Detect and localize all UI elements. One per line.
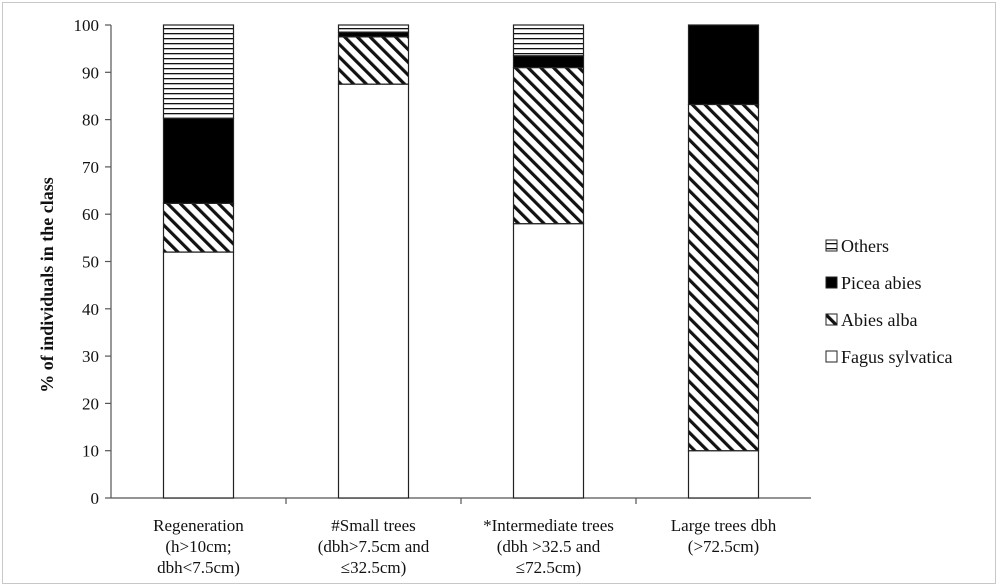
bar-segment-abies-alba [687, 103, 760, 452]
y-tick-label: 70 [82, 158, 99, 177]
y-tick-label: 30 [82, 347, 99, 366]
bar-segment-picea-abies [512, 55, 585, 69]
legend-label-fagus-sylvatica: Fagus sylvatica [841, 347, 952, 367]
legend-swatch-others [825, 239, 838, 252]
bar-segment-others [512, 24, 585, 57]
bar-segment-fagus-sylvatica [687, 450, 760, 499]
legend-label-others: Others [841, 236, 889, 256]
y-tick-label: 0 [91, 489, 100, 508]
y-tick-label: 40 [82, 300, 99, 319]
y-tick-label: 80 [82, 111, 99, 130]
bar-segment-picea-abies [687, 24, 760, 106]
bar-segment-others [337, 24, 410, 33]
legend-label-abies-alba: Abies alba [841, 310, 917, 330]
axes: 0 10 20 30 40 50 60 70 80 90 100 [74, 16, 811, 508]
x-category-label: #Small trees (dbh>7.5cm and ≤32.5cm) [318, 516, 430, 577]
bars [162, 24, 760, 499]
y-axis-label: % of individuals in the class [37, 177, 57, 393]
bar-segment-abies-alba [512, 66, 585, 225]
legend-label-picea-abies: Picea abies [841, 273, 921, 293]
bar-segment-others [162, 24, 235, 119]
bar-segment-abies-alba [162, 202, 235, 253]
legend-swatch-fagus-sylvatica [825, 350, 838, 363]
y-tick-label: 10 [82, 442, 99, 461]
x-category-label: Large trees dbh (>72.5cm) [671, 516, 777, 556]
bar-segment-fagus-sylvatica [162, 251, 235, 499]
bar-segment-fagus-sylvatica [512, 223, 585, 499]
y-tick-label: 20 [82, 394, 99, 413]
bar-segment-abies-alba [337, 36, 410, 85]
x-category-label: Regeneration (h>10cm; dbh<7.5cm) [153, 516, 244, 577]
category-labels: Regeneration (h>10cm; dbh<7.5cm) #Small tre… [153, 516, 777, 577]
bar-segment-fagus-sylvatica [337, 83, 410, 499]
bar-segment-picea-abies [162, 117, 235, 204]
legend-swatch-picea-abies [825, 276, 838, 289]
y-tick-label: 60 [82, 205, 99, 224]
stacked-bar-chart: 0 10 20 30 40 50 60 70 80 90 100 Regeneration (h>10… [37, 16, 952, 577]
legend: Others Picea abies Abies alba Fagus sylvati… [825, 236, 952, 367]
y-tick-label: 50 [82, 253, 99, 272]
bar-segment-picea-abies [337, 31, 410, 38]
y-tick-label: 100 [74, 16, 100, 35]
legend-swatch-abies-alba [825, 313, 838, 326]
y-tick-label: 90 [82, 63, 99, 82]
x-category-label: *Intermediate trees (dbh >32.5 and ≤72.5cm… [483, 516, 614, 577]
